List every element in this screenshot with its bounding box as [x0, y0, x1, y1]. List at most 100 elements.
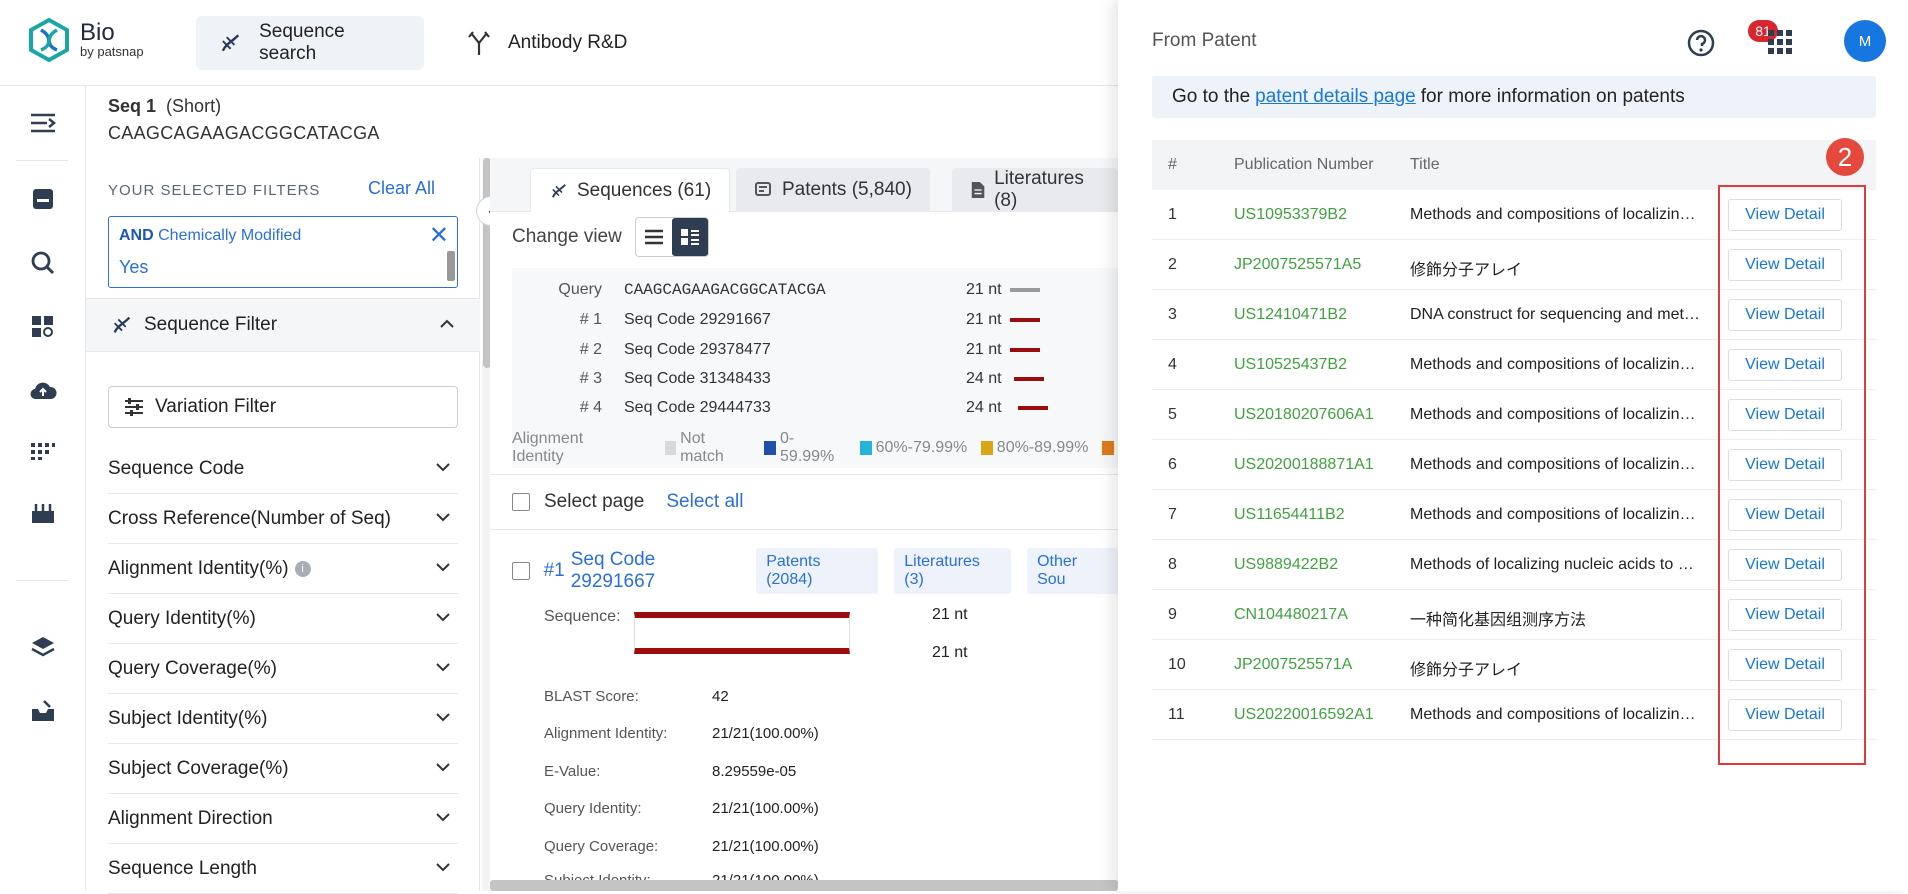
patent-details-link[interactable]: patent details page	[1255, 86, 1416, 107]
help-icon[interactable]	[1686, 28, 1716, 58]
antibody-icon	[468, 31, 490, 55]
save-icon[interactable]	[28, 184, 58, 214]
filter-row-label: Sequence Length	[108, 857, 257, 879]
legend-label: Not match	[680, 430, 724, 465]
structure-search-icon[interactable]	[28, 312, 58, 342]
chevron-down-icon	[436, 863, 450, 872]
select-page-label[interactable]: Select page	[544, 491, 645, 512]
alignment-hit-row[interactable]: # 1 Seq Code 29291667 21 nt	[512, 308, 1118, 332]
query-length: 21 nt	[966, 281, 1002, 298]
alignment-hit-row[interactable]: # 3 Seq Code 31348433 24 nt	[512, 367, 1118, 391]
hit-bar	[1010, 318, 1040, 322]
inbox-icon[interactable]	[28, 696, 58, 726]
filter-row-sequence-code[interactable]: Sequence Code	[108, 444, 458, 494]
tab-literatures[interactable]: Literatures (8)	[952, 168, 1118, 212]
detail-view-button[interactable]	[672, 218, 708, 256]
row-number: 2	[1168, 256, 1177, 273]
filter-panel-scrollbar[interactable]	[482, 158, 492, 891]
literatures-pill[interactable]: Literatures (3)	[894, 548, 1012, 594]
filter-row-query-identity[interactable]: Query Identity(%)	[108, 594, 458, 644]
apps-grid-icon[interactable]	[1768, 30, 1792, 54]
publication-number[interactable]: JP2007525571A	[1234, 656, 1353, 673]
tab-patents[interactable]: Patents (5,840)	[736, 168, 930, 212]
info-suffix: for more information on patents	[1420, 86, 1685, 107]
view-detail-button[interactable]: View Detail	[1728, 449, 1842, 481]
publication-number[interactable]: US12410471B2	[1234, 306, 1347, 323]
view-detail-button[interactable]: View Detail	[1728, 299, 1842, 331]
patent-title: DNA construct for sequencing and method	[1410, 306, 1700, 323]
annotation-highlight-box	[1718, 185, 1866, 765]
publication-number[interactable]: US9889422B2	[1234, 556, 1339, 573]
info-icon[interactable]: i	[294, 560, 311, 577]
patent-title: Methods of localizing nucleic acids to a…	[1410, 556, 1700, 573]
filter-row-subject-coverage[interactable]: Subject Coverage(%)	[108, 744, 458, 794]
view-detail-button[interactable]: View Detail	[1728, 249, 1842, 281]
filter-row-query-coverage[interactable]: Query Coverage(%)	[108, 644, 458, 694]
filter-row-subject-identity[interactable]: Subject Identity(%)	[108, 694, 458, 744]
hit-bar	[1018, 406, 1048, 410]
bio-logo[interactable]: Bio by patsnap	[28, 18, 144, 62]
select-all-link[interactable]: Select all	[666, 491, 744, 512]
results-horizontal-scrollbar[interactable]	[490, 880, 1118, 891]
barcode-icon[interactable]	[28, 436, 58, 466]
publication-number[interactable]: US11654411B2	[1234, 506, 1345, 523]
view-detail-button[interactable]: View Detail	[1728, 349, 1842, 381]
record-code-link[interactable]: Seq Code 29291667	[570, 549, 656, 592]
tab-sequences[interactable]: Sequences (61)	[530, 168, 731, 212]
patents-pill[interactable]: Patents (2084)	[756, 548, 879, 594]
list-view-button[interactable]	[636, 218, 672, 256]
dna-icon	[113, 316, 131, 333]
alignment-hit-row[interactable]: # 4 Seq Code 29444733 24 nt	[512, 396, 1118, 420]
publication-number[interactable]: CN104480217A	[1234, 606, 1348, 623]
publication-number[interactable]: US20200188871A1	[1234, 456, 1374, 473]
subject-length: 21 nt	[932, 606, 968, 623]
filter-row-sequence-length[interactable]: Sequence Length	[108, 844, 458, 894]
results-area: Sequences (61) Patents (5,840) Literatur…	[490, 158, 1119, 891]
nav-tab-sequence-search[interactable]: Sequence search	[196, 16, 424, 70]
view-detail-button[interactable]: View Detail	[1728, 649, 1842, 681]
workspace-icon[interactable]	[28, 498, 58, 528]
view-detail-button[interactable]: View Detail	[1728, 399, 1842, 431]
view-detail-button[interactable]: View Detail	[1728, 499, 1842, 531]
alignment-query-row: Query CAAGCAGAAGACGGCATACGA 21 nt	[512, 278, 1118, 302]
remove-filter-icon[interactable]: ✕	[428, 222, 449, 249]
search-icon[interactable]	[28, 248, 58, 278]
publication-number[interactable]: US10953379B2	[1234, 206, 1347, 223]
detail-label: BLAST Score:	[544, 688, 639, 705]
notification-badge[interactable]: 81	[1748, 20, 1778, 42]
clear-all-link[interactable]: Clear All	[368, 178, 436, 198]
filter-panel: YOUR SELECTED FILTERS Clear All AND Chem…	[86, 158, 492, 894]
alignment-hit-row[interactable]: # 2 Seq Code 29378477 21 nt	[512, 338, 1118, 362]
other-sources-pill[interactable]: Other Sou	[1027, 548, 1119, 594]
view-detail-button[interactable]: View Detail	[1728, 199, 1842, 231]
filter-row-label: Query Coverage(%)	[108, 657, 277, 679]
publication-number[interactable]: US20180207606A1	[1234, 406, 1374, 423]
layers-icon[interactable]	[28, 632, 58, 662]
tab-label: Literatures (8)	[994, 168, 1084, 211]
chip-scrollbar[interactable]	[447, 251, 455, 281]
detail-value: 8.29559e-05	[712, 763, 797, 780]
nav-tab-antibody-rd[interactable]: Antibody R&D	[444, 16, 664, 70]
logo-name: Bio	[80, 19, 115, 46]
avatar[interactable]: M	[1844, 20, 1886, 62]
view-detail-button[interactable]: View Detail	[1728, 549, 1842, 581]
table-row: 11 US20220016592A1 Methods and composition…	[1152, 690, 1876, 740]
chevron-down-icon	[436, 763, 450, 772]
sequence-filter-section[interactable]: Sequence Filter	[86, 298, 480, 352]
upload-cloud-icon[interactable]	[28, 376, 58, 406]
filter-row-alignment-identity[interactable]: Alignment Identity(%) i	[108, 544, 458, 594]
hit-index: # 3	[579, 370, 602, 387]
chevron-down-icon	[436, 463, 450, 472]
publication-number[interactable]: US20220016592A1	[1234, 706, 1374, 723]
table-row: 6 US20200188871A1 Methods and compositions…	[1152, 440, 1876, 490]
view-detail-button[interactable]: View Detail	[1728, 699, 1842, 731]
view-detail-button[interactable]: View Detail	[1728, 599, 1842, 631]
filter-row-alignment-direction[interactable]: Alignment Direction	[108, 794, 458, 844]
select-page-checkbox[interactable]	[512, 493, 530, 511]
filter-row-cross-reference[interactable]: Cross Reference(Number of Seq)	[108, 494, 458, 544]
record-checkbox[interactable]	[512, 562, 530, 580]
publication-number[interactable]: JP2007525571A5	[1234, 256, 1362, 273]
variation-filter-button[interactable]: Variation Filter	[108, 386, 458, 428]
publication-number[interactable]: US10525437B2	[1234, 356, 1347, 373]
menu-collapse-icon[interactable]	[28, 108, 58, 138]
